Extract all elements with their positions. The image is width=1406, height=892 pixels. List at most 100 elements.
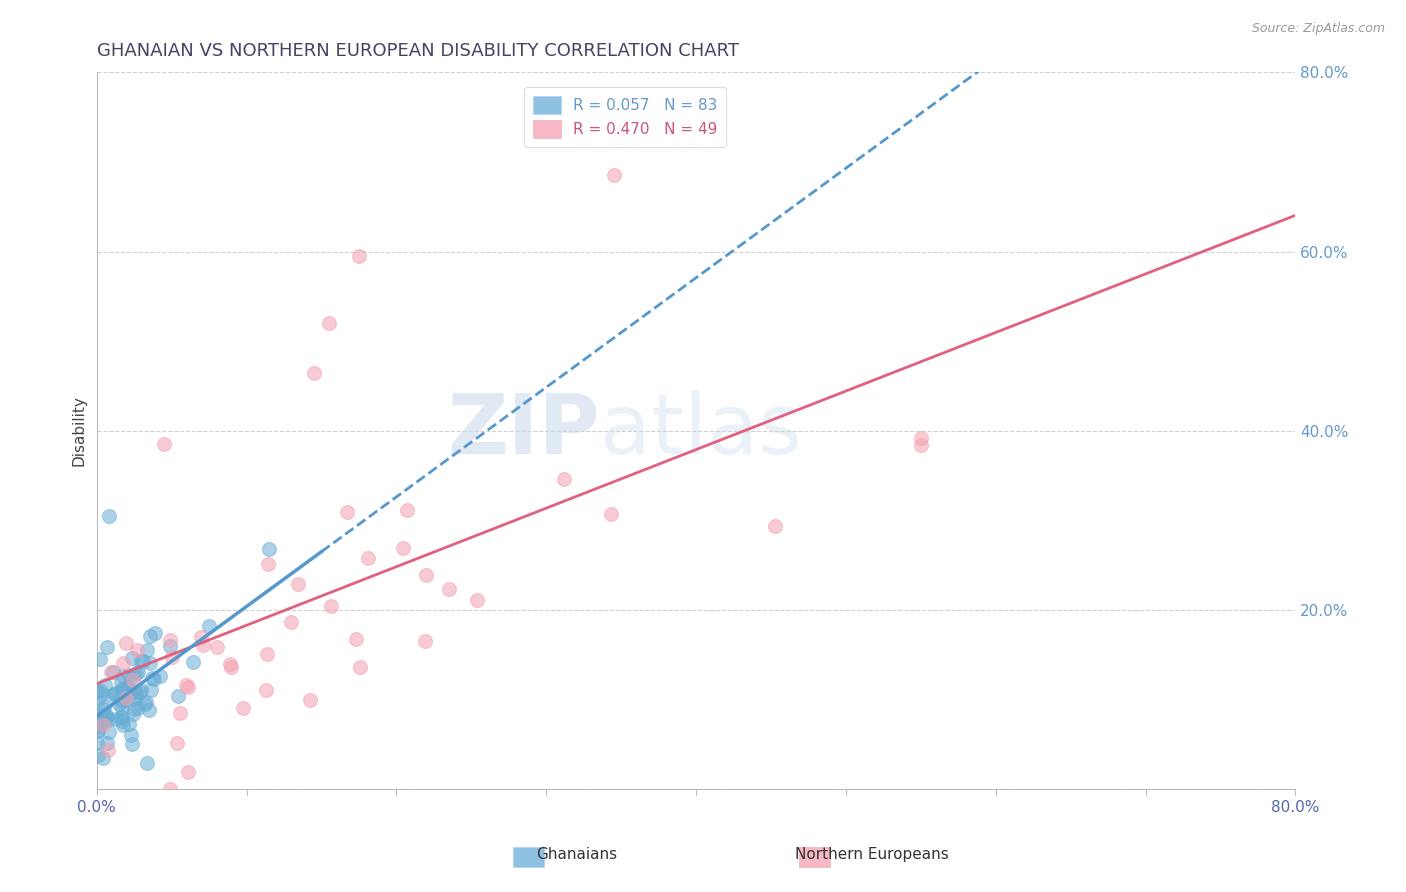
- Point: [89, 651, 111, 665]
- Point: [191, 638, 214, 652]
- Point: [143, 626, 166, 640]
- Point: [111, 714, 134, 729]
- Point: [122, 673, 145, 687]
- Point: [149, 669, 172, 683]
- Point: [96, 708, 118, 723]
- Point: [87, 716, 110, 731]
- Point: [108, 697, 131, 711]
- Point: [97, 508, 120, 523]
- Point: [136, 643, 159, 657]
- Point: [115, 635, 138, 649]
- Point: [104, 687, 127, 701]
- Point: [124, 667, 146, 681]
- Point: [96, 710, 118, 724]
- Point: [105, 712, 128, 726]
- Point: [257, 542, 280, 557]
- Point: [93, 699, 115, 714]
- Point: [336, 505, 359, 519]
- Point: [117, 717, 139, 731]
- Point: [129, 683, 152, 698]
- Point: [131, 654, 153, 668]
- Point: [127, 665, 149, 679]
- Point: [159, 782, 181, 797]
- Point: [97, 713, 120, 727]
- Point: [93, 701, 115, 715]
- Point: [357, 551, 380, 566]
- Point: [121, 650, 143, 665]
- Point: [111, 700, 134, 714]
- Point: [87, 723, 110, 738]
- Point: [219, 657, 242, 672]
- Point: [319, 599, 342, 613]
- Point: [347, 249, 370, 263]
- Point: [90, 687, 112, 701]
- Text: Northern Europeans: Northern Europeans: [794, 847, 949, 862]
- Point: [280, 615, 302, 629]
- Point: [122, 707, 145, 722]
- Point: [415, 567, 437, 582]
- Point: [87, 719, 110, 733]
- Point: [298, 693, 321, 707]
- Point: [910, 438, 932, 452]
- Point: [553, 472, 575, 486]
- Point: [159, 639, 181, 653]
- Point: [91, 751, 114, 765]
- Point: [143, 673, 166, 687]
- Point: [110, 692, 132, 706]
- Point: [115, 681, 138, 695]
- Point: [94, 711, 117, 725]
- Point: [96, 736, 118, 750]
- Point: [115, 690, 138, 705]
- Point: [86, 736, 108, 750]
- Point: [415, 633, 437, 648]
- Point: [127, 700, 149, 714]
- Point: [254, 682, 277, 697]
- Point: [138, 703, 160, 717]
- Point: [166, 736, 188, 750]
- Point: [256, 647, 278, 661]
- Point: [96, 640, 118, 654]
- Legend: R = 0.057   N = 83, R = 0.470   N = 49: R = 0.057 N = 83, R = 0.470 N = 49: [524, 87, 727, 147]
- Point: [139, 656, 162, 670]
- Point: [122, 683, 145, 698]
- Point: [86, 684, 108, 698]
- Point: [90, 684, 112, 698]
- Y-axis label: Disability: Disability: [72, 395, 86, 467]
- Point: [111, 710, 134, 724]
- Point: [86, 692, 108, 706]
- Point: [89, 707, 111, 722]
- Point: [392, 541, 415, 555]
- Point: [111, 694, 134, 708]
- Point: [396, 503, 419, 517]
- Point: [120, 728, 142, 742]
- Point: [115, 681, 138, 695]
- Point: [166, 689, 188, 703]
- Point: [129, 684, 152, 698]
- Point: [318, 316, 340, 330]
- Point: [125, 685, 148, 699]
- Point: [110, 710, 132, 724]
- Point: [602, 169, 624, 183]
- Point: [177, 764, 200, 779]
- Point: [125, 690, 148, 704]
- Point: [94, 712, 117, 726]
- Text: atlas: atlas: [600, 391, 801, 471]
- Point: [101, 688, 124, 702]
- Point: [181, 655, 204, 669]
- Point: [198, 619, 221, 633]
- Point: [219, 659, 242, 673]
- Point: [110, 675, 132, 690]
- Point: [129, 654, 152, 668]
- Point: [139, 629, 162, 643]
- Point: [139, 683, 162, 698]
- Point: [134, 697, 156, 711]
- Text: Source: ZipAtlas.com: Source: ZipAtlas.com: [1251, 22, 1385, 36]
- Point: [111, 656, 134, 670]
- Point: [169, 706, 191, 720]
- Point: [97, 743, 120, 757]
- Point: [91, 718, 114, 732]
- Point: [177, 680, 200, 694]
- Point: [100, 665, 122, 680]
- Point: [104, 685, 127, 699]
- Point: [437, 582, 460, 596]
